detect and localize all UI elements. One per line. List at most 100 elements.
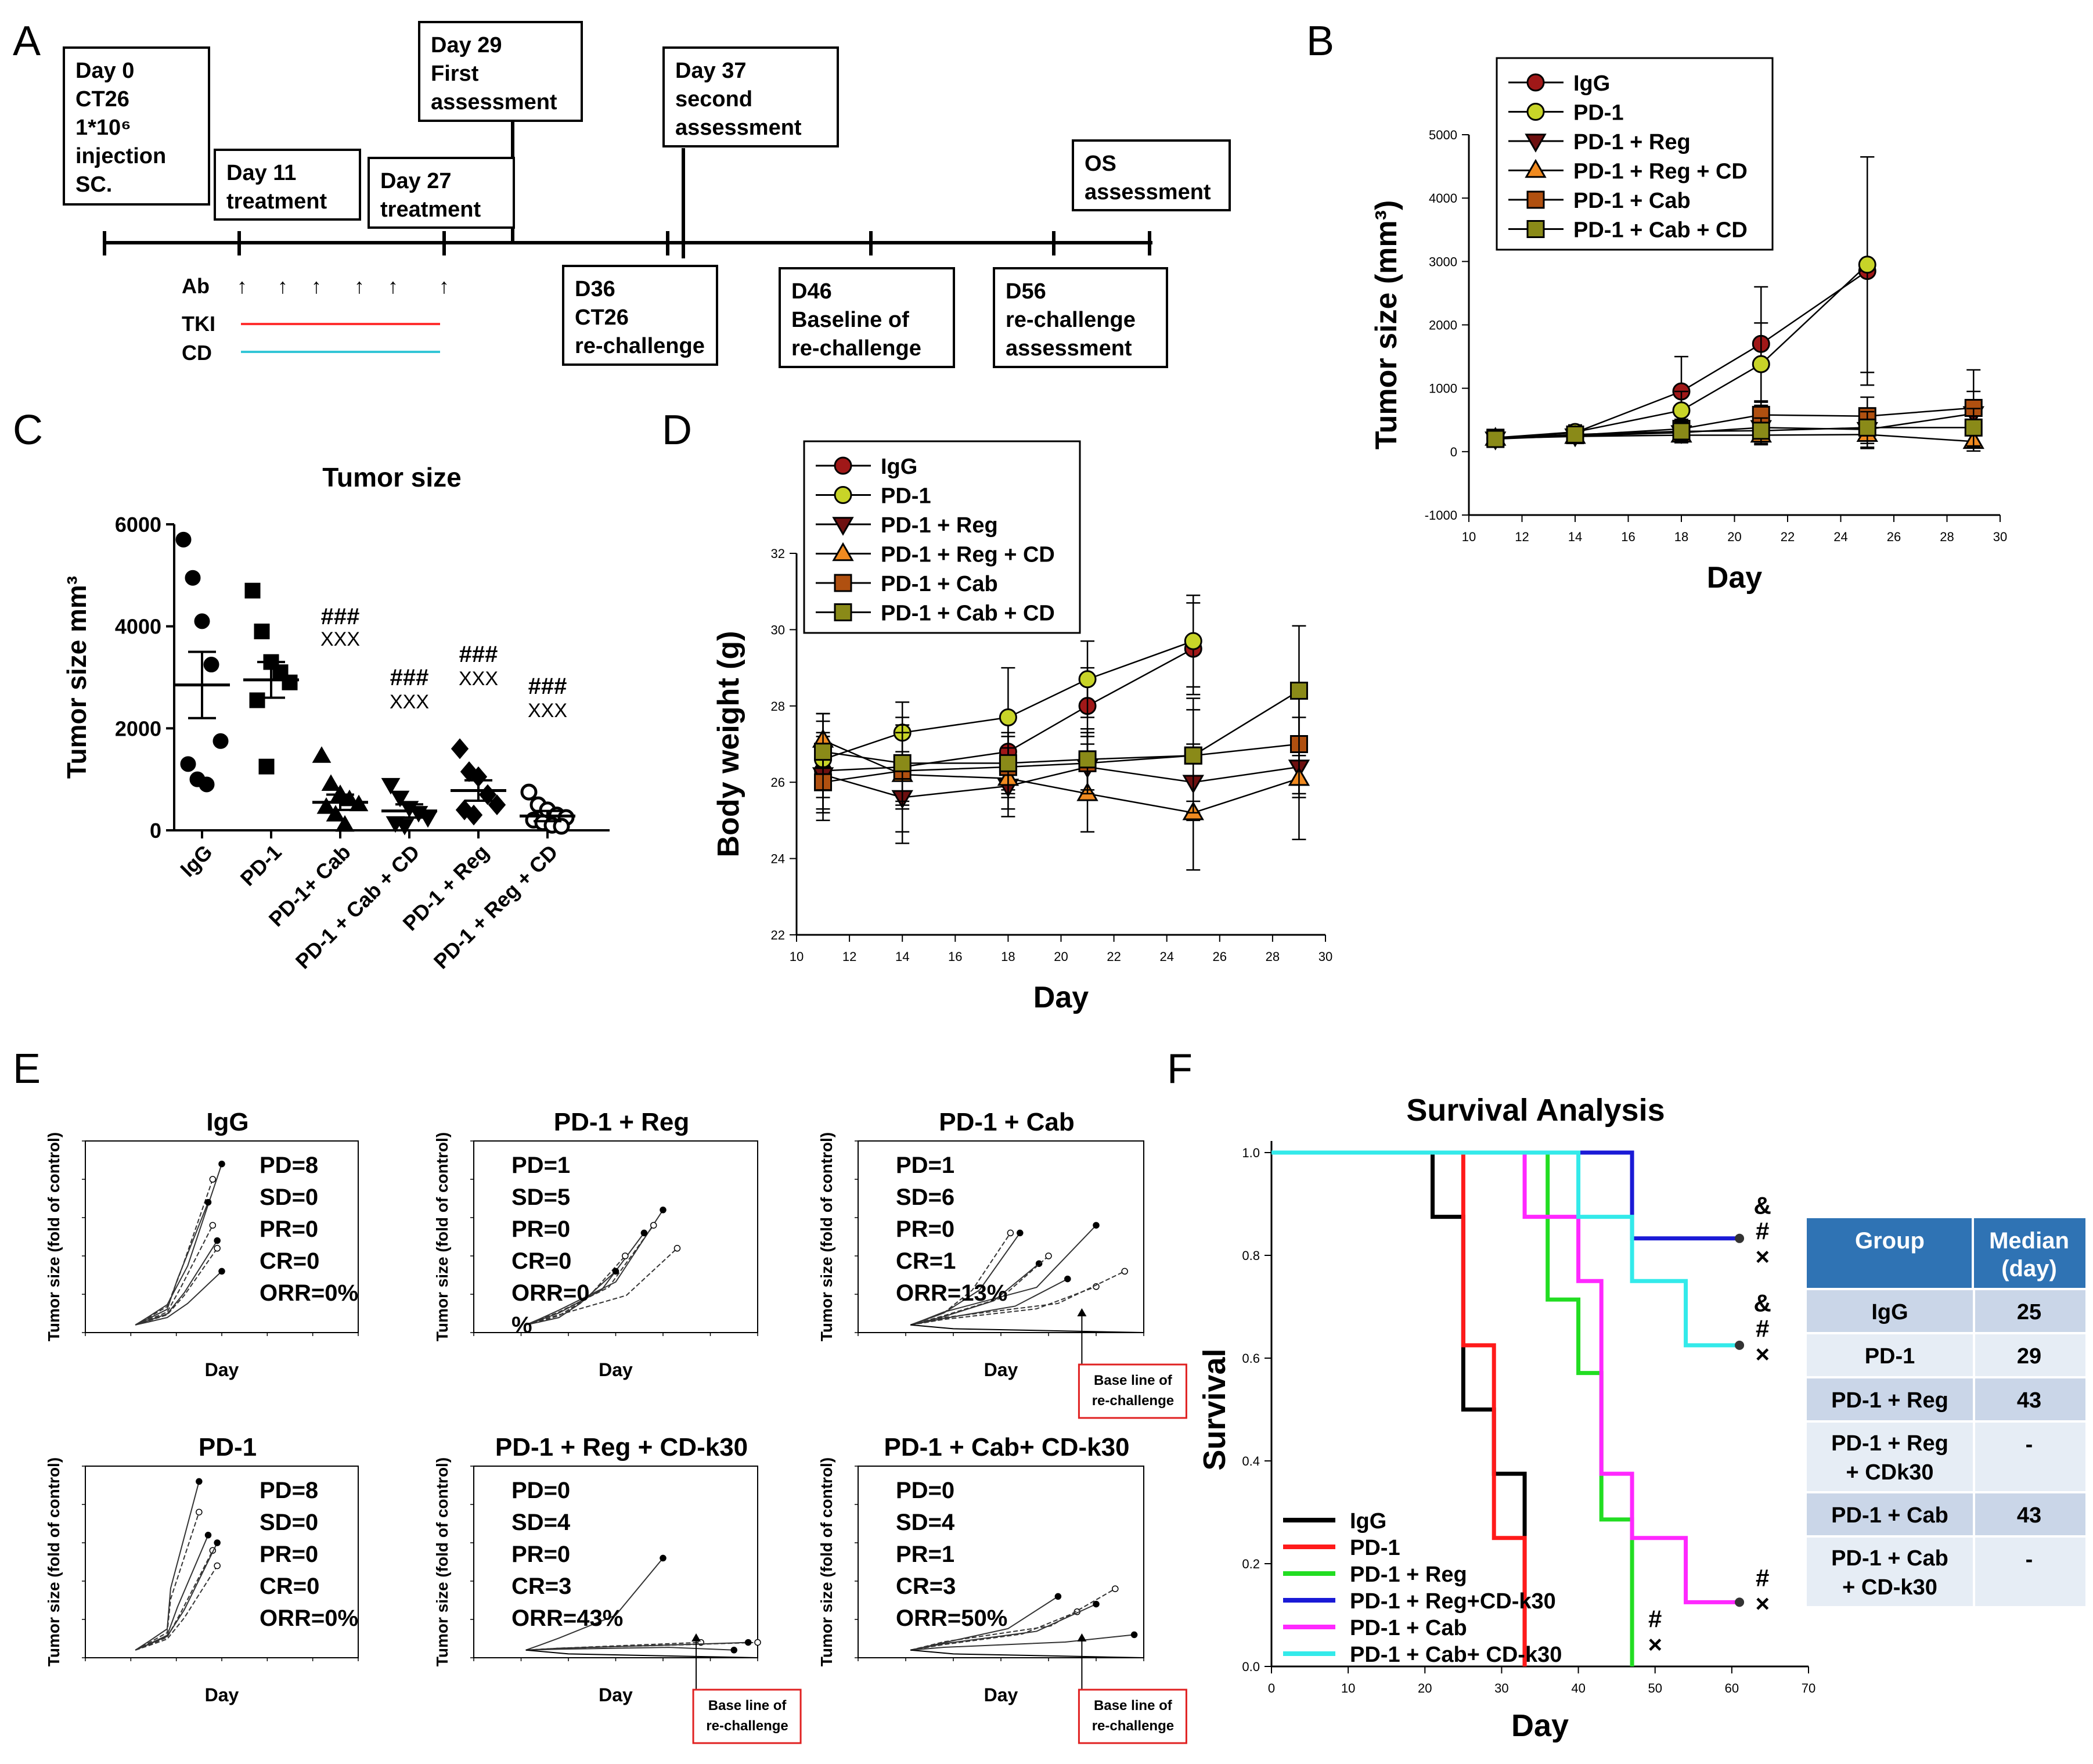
data-point: [1078, 670, 1097, 689]
significance-mark: &: [1754, 1191, 1771, 1219]
response-stat: CR=1: [896, 1248, 956, 1274]
data-point: [321, 774, 341, 791]
legend-item: PD-1 + Cab: [1350, 1616, 1467, 1640]
timeline-box-text: First: [431, 62, 479, 86]
data-point: [326, 805, 345, 822]
curve-endpoint: [622, 1252, 629, 1259]
significance-x: XXX: [528, 700, 567, 722]
baseline-arrowhead: [1077, 1308, 1087, 1316]
series-pd-1: [814, 595, 1202, 798]
subplot-title: PD-1 + Cab: [939, 1108, 1075, 1136]
baseline-note-frame: [1078, 1689, 1187, 1744]
curve-endpoint: [730, 1647, 737, 1654]
baseline-note-text: re-challenge: [706, 1718, 788, 1734]
data-point: [258, 758, 275, 775]
x-tick-label: 24: [1833, 530, 1847, 544]
legend-item: IgG: [1350, 1509, 1386, 1533]
timeline-box-text: Day 27: [380, 169, 452, 193]
legend-item: PD-1 + Cab + CD: [1573, 218, 1748, 243]
legend-marker: [1525, 159, 1547, 178]
x-tick-label: 12: [842, 949, 856, 964]
baseline-arrowhead: [1077, 1633, 1087, 1641]
response-stat: SD=6: [896, 1185, 954, 1210]
subplot-title: PD-1 + Cab+ CD-k30: [884, 1433, 1129, 1461]
x-tick-label: 14: [895, 949, 909, 964]
legend-marker: [1526, 103, 1545, 121]
legend-item: PD-1 + Cab: [881, 572, 998, 596]
x-axis-label: Day: [1511, 1708, 1569, 1743]
spider-plot-pd-1-cab: PD-1 + Cab PD=1 SD=6 PR=0 CR=1 ORR=13% Day Tumo…: [817, 1108, 1187, 1419]
x-axis-label: Day: [599, 1684, 633, 1705]
legend-frame: [803, 440, 1081, 634]
response-stat: CR=0: [260, 1248, 319, 1274]
timeline-box-text: assessment: [1006, 336, 1132, 361]
curve-endpoint: [1054, 1593, 1062, 1600]
timeline-box-frame: [214, 149, 361, 221]
table-cell-bg: [1807, 1334, 1973, 1376]
survival-curve-pd-1-reg-cd-k30: [1271, 1150, 1740, 1241]
significance-x: XXX: [320, 628, 360, 650]
data-point: [1858, 255, 1876, 274]
timeline-box-frame: [63, 46, 210, 206]
data-point: [999, 754, 1017, 772]
x-tick-label: 20: [1054, 949, 1068, 964]
table-cell-bg: [1807, 1493, 1973, 1535]
series-line: [823, 739, 1299, 814]
timeline-box-day37: Day 37 second assessment: [662, 46, 839, 147]
table-header-median: Median: [1989, 1228, 2069, 1254]
spider-plot-igg: IgG PD=8 SD=0 PR=0 CR=0 ORR=0% Day Tumor size (…: [45, 1108, 359, 1380]
ab-dose-arrow: ↑: [354, 274, 365, 298]
table-row: PD-1 + Cab + CD-k30 -: [1807, 1538, 2085, 1606]
significance-mark: ×: [1755, 1340, 1770, 1367]
x-tick-label: 60: [1725, 1681, 1739, 1695]
censor-mark: [1735, 1233, 1745, 1243]
response-curve: [525, 1248, 678, 1326]
y-axis-label: Tumor size (fold of control): [817, 1457, 835, 1666]
y-tick-label: 6000: [115, 513, 161, 537]
legend-item: PD-1 + Reg: [1350, 1563, 1467, 1587]
timeline-box-text: treatment: [380, 197, 481, 222]
y-tick-label: 24: [771, 852, 785, 866]
table-row: PD-1 + Reg 43: [1807, 1378, 2085, 1420]
legend-item: IgG: [881, 455, 917, 479]
timeline-box-text: re-challenge: [1006, 308, 1136, 332]
legend: IgG PD-1 PD-1 + Reg PD-1 + Reg + CD PD-1 + C…: [803, 440, 1081, 634]
series-line: [1495, 434, 1974, 442]
spider-plot-pd-1-cab-cd-k30: PD-1 + Cab+ CD-k30 PD=0 SD=4 PR=1 CR=3 ORR=50…: [817, 1433, 1187, 1744]
subplot-title: PD-1: [199, 1433, 257, 1461]
significance-hash: ###: [390, 665, 429, 690]
subplot-title: IgG: [206, 1108, 248, 1136]
timeline-box-text: assessment: [675, 116, 802, 140]
tki-label: TKI: [182, 312, 215, 336]
table-median-cell: 43: [2017, 1388, 2041, 1413]
curve-endpoint: [1093, 1600, 1100, 1608]
curve-endpoint: [214, 1237, 221, 1244]
data-point: [381, 777, 401, 795]
panel-letter-a: A: [13, 18, 41, 64]
response-curve: [135, 1164, 222, 1326]
ab-dose-arrow: ↑: [311, 274, 322, 298]
x-tick-label: 16: [948, 949, 962, 964]
x-tick-label: 28: [1940, 530, 1954, 544]
curve-endpoint: [218, 1268, 225, 1275]
table-group-cell: PD-1: [1865, 1344, 1915, 1369]
curve-endpoint: [204, 1198, 212, 1206]
panel-letter-b: B: [1306, 18, 1334, 64]
y-tick-label: 4000: [115, 615, 161, 639]
response-curve: [135, 1270, 222, 1326]
curve-endpoint: [1112, 1585, 1119, 1592]
response-stat: CR=0: [260, 1574, 319, 1599]
response-stat: CR=3: [896, 1574, 956, 1599]
baseline-note-text: re-challenge: [1092, 1718, 1174, 1734]
timeline-box-text: assessment: [431, 90, 557, 114]
x-tick-label: 26: [1213, 949, 1227, 964]
timeline-box-d46: D46 Baseline of re-challenge: [779, 267, 955, 368]
series-pd-1-cab-cd: [814, 625, 1308, 802]
data-point: [282, 674, 298, 690]
data-point: [464, 804, 483, 826]
curve-endpoint: [650, 1222, 657, 1229]
legend-item: PD-1 + Reg+CD-k30: [1350, 1589, 1556, 1614]
timeline-box-text: SC.: [75, 172, 112, 197]
panel-letter-e: E: [13, 1046, 41, 1092]
